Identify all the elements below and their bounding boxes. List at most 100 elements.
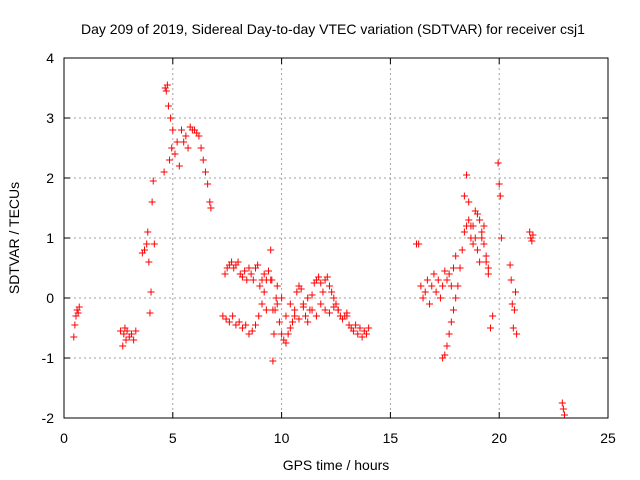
y-tick-label: 0 (46, 290, 54, 306)
data-point (120, 330, 128, 338)
series-seg-m (494, 159, 505, 242)
data-point (480, 222, 488, 230)
data-point (255, 312, 263, 320)
data-point (454, 282, 462, 290)
y-tick-label: 1 (46, 230, 54, 246)
data-point (465, 216, 473, 224)
chart-title: Day 209 of 2019, Sidereal Day-to-day VTE… (81, 21, 585, 37)
data-point (206, 198, 214, 206)
data-point (248, 327, 256, 335)
data-point (201, 168, 209, 176)
data-point (458, 246, 466, 254)
data-point (436, 294, 444, 302)
data-point (417, 282, 425, 290)
data-point (173, 138, 181, 146)
x-tick-label: 15 (383, 430, 399, 446)
data-point (354, 330, 362, 338)
data-point (489, 312, 497, 320)
data-point (123, 327, 131, 335)
data-point (273, 282, 281, 290)
data-point (199, 156, 207, 164)
data-point (195, 132, 203, 140)
data-point (559, 405, 567, 413)
data-point (496, 192, 504, 200)
data-point (166, 156, 174, 164)
data-point (494, 159, 502, 167)
data-point (356, 324, 364, 332)
x-tick-label: 0 (60, 430, 68, 446)
data-point (441, 351, 449, 359)
data-point (144, 228, 152, 236)
data-point (291, 312, 299, 320)
data-point (308, 291, 316, 299)
data-point (180, 138, 188, 146)
data-point (476, 216, 484, 224)
data-point (330, 294, 338, 302)
data-point (421, 288, 429, 296)
data-point (362, 330, 370, 338)
data-point (423, 276, 431, 284)
data-point (325, 282, 333, 290)
data-point (497, 234, 505, 242)
data-point (439, 282, 447, 290)
data-point (238, 324, 246, 332)
data-point (164, 102, 172, 110)
data-point (443, 276, 451, 284)
data-point (467, 222, 475, 230)
data-point (245, 330, 253, 338)
data-point (325, 309, 333, 317)
data-point (526, 228, 534, 236)
data-point (430, 270, 438, 278)
data-point (358, 333, 366, 341)
data-point (168, 144, 176, 152)
data-point (229, 312, 237, 320)
data-point (365, 324, 373, 332)
data-point (334, 306, 342, 314)
data-point (478, 234, 486, 242)
data-point (146, 309, 154, 317)
series-seg-h (269, 294, 342, 323)
series-seg-b (117, 324, 140, 350)
data-point (169, 126, 177, 134)
data-point (273, 300, 281, 308)
data-point (163, 81, 171, 89)
data-point (130, 336, 138, 344)
data-point (145, 258, 153, 266)
data-point (178, 126, 186, 134)
data-point (415, 240, 423, 248)
series-seg-e (221, 258, 275, 290)
data-point (352, 321, 360, 329)
data-point (143, 240, 151, 248)
data-point (445, 330, 453, 338)
series-seg-f (219, 288, 270, 338)
data-point (249, 276, 257, 284)
data-point (235, 318, 243, 326)
data-point (465, 198, 473, 206)
data-point (529, 231, 537, 239)
data-point (234, 258, 242, 266)
data-point (219, 312, 227, 320)
data-point (247, 270, 255, 278)
data-point (528, 237, 536, 245)
data-point (148, 198, 156, 206)
data-point (506, 261, 514, 269)
data-point (278, 330, 286, 338)
data-point (260, 270, 268, 278)
data-point (175, 162, 183, 170)
data-point (171, 150, 179, 158)
data-point (284, 330, 292, 338)
series-seg-j (413, 240, 460, 308)
data-point (228, 258, 236, 266)
y-tick-label: -2 (42, 410, 55, 426)
data-point (245, 264, 253, 272)
series-seg-g (267, 246, 351, 365)
data-point (269, 357, 277, 365)
data-point (160, 168, 168, 176)
data-point (265, 267, 273, 275)
data-point (167, 114, 175, 122)
data-point (484, 264, 492, 272)
data-point (70, 333, 78, 341)
data-point (460, 228, 468, 236)
data-point (330, 303, 338, 311)
data-point (469, 240, 477, 248)
